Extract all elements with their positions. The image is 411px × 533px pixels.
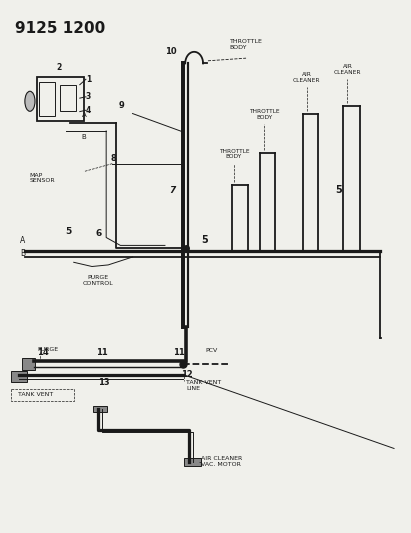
- Text: 5: 5: [201, 235, 208, 245]
- Text: 9125 1200: 9125 1200: [15, 21, 105, 36]
- Text: TANK VENT
LINE: TANK VENT LINE: [186, 380, 221, 391]
- Bar: [60, 85, 76, 111]
- Text: THROTTLE
BODY: THROTTLE BODY: [219, 149, 249, 159]
- Text: B: B: [82, 134, 87, 140]
- Text: PURGE
CONTROL: PURGE CONTROL: [83, 276, 113, 286]
- Text: AIR
CLEANER: AIR CLEANER: [293, 72, 321, 83]
- Text: TANK VENT: TANK VENT: [18, 392, 53, 397]
- Text: 5: 5: [66, 227, 72, 236]
- Text: MAP
SENSOR: MAP SENSOR: [29, 173, 55, 183]
- Text: AIR CLEANER
VAC. MOTOR: AIR CLEANER VAC. MOTOR: [201, 456, 243, 467]
- Bar: [185, 458, 201, 466]
- Ellipse shape: [25, 91, 35, 111]
- Text: 14: 14: [37, 348, 49, 357]
- Text: 11: 11: [173, 348, 185, 357]
- Text: THROTTLE
BODY: THROTTLE BODY: [230, 39, 263, 50]
- Text: 3: 3: [86, 92, 91, 101]
- Text: 2: 2: [56, 63, 61, 72]
- Bar: [39, 82, 55, 116]
- Bar: [11, 372, 27, 382]
- Bar: [93, 406, 107, 412]
- Text: 11: 11: [96, 348, 108, 357]
- Text: THROTTLE
BODY: THROTTLE BODY: [249, 109, 279, 120]
- Text: 4: 4: [86, 106, 91, 115]
- Text: A: A: [20, 236, 25, 245]
- Text: 13: 13: [98, 378, 110, 387]
- Text: A: A: [82, 112, 87, 118]
- Text: 1: 1: [86, 75, 91, 84]
- Bar: [37, 77, 84, 122]
- Text: 7: 7: [169, 185, 175, 195]
- Text: 10: 10: [166, 47, 177, 56]
- Text: PURGE: PURGE: [37, 347, 58, 352]
- Text: 6: 6: [95, 229, 102, 238]
- Text: 8: 8: [111, 154, 116, 163]
- Text: B: B: [20, 249, 25, 258]
- Text: 9: 9: [119, 101, 125, 110]
- Text: 5: 5: [335, 184, 342, 195]
- Text: AIR
CLEANER: AIR CLEANER: [334, 64, 361, 75]
- Bar: [22, 358, 35, 370]
- Text: PCV: PCV: [206, 349, 218, 353]
- Text: 12: 12: [181, 370, 193, 379]
